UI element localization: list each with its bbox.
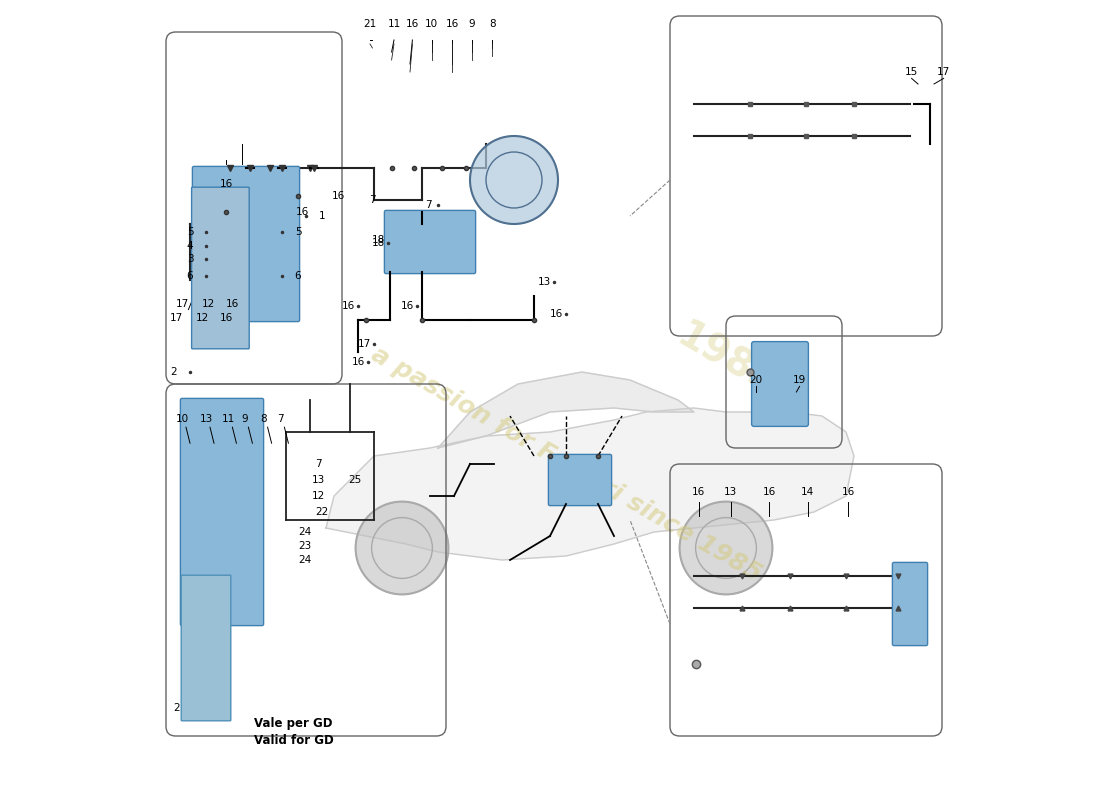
Text: 18: 18 <box>372 235 385 245</box>
Text: 17: 17 <box>937 67 950 77</box>
Polygon shape <box>438 372 694 448</box>
Text: 16: 16 <box>550 310 563 319</box>
Polygon shape <box>326 408 854 560</box>
Text: 10: 10 <box>175 414 188 424</box>
Text: 9: 9 <box>469 19 475 29</box>
Text: 5: 5 <box>187 227 194 237</box>
Text: 2: 2 <box>173 703 179 713</box>
Text: 16: 16 <box>219 313 232 322</box>
Text: 5: 5 <box>295 227 301 237</box>
Text: 8: 8 <box>261 414 267 424</box>
Text: 1985: 1985 <box>670 317 782 403</box>
FancyBboxPatch shape <box>751 342 808 426</box>
FancyBboxPatch shape <box>892 562 927 646</box>
Text: 7: 7 <box>425 200 431 210</box>
Text: 7: 7 <box>315 459 321 469</box>
Text: 1: 1 <box>319 211 326 221</box>
Text: 3: 3 <box>187 254 194 264</box>
Text: 16: 16 <box>296 207 309 217</box>
Text: 2: 2 <box>170 367 177 377</box>
Text: Vale per GD: Vale per GD <box>254 718 332 730</box>
Text: 18: 18 <box>372 238 385 248</box>
Text: 6: 6 <box>295 271 301 281</box>
Text: 4: 4 <box>187 241 194 250</box>
Text: Valid for GD: Valid for GD <box>254 734 333 746</box>
Text: 7: 7 <box>370 195 376 205</box>
Text: 11: 11 <box>387 19 400 29</box>
FancyBboxPatch shape <box>191 187 250 349</box>
Text: 16: 16 <box>402 302 415 311</box>
Text: 11: 11 <box>222 414 235 424</box>
FancyBboxPatch shape <box>549 454 612 506</box>
Circle shape <box>470 136 558 224</box>
Text: 16: 16 <box>219 179 232 189</box>
Text: 24: 24 <box>298 555 311 565</box>
Text: 12: 12 <box>201 299 214 309</box>
Text: 16: 16 <box>406 19 419 29</box>
Text: 16: 16 <box>446 19 459 29</box>
Text: 16: 16 <box>331 191 344 201</box>
Text: 10: 10 <box>425 19 438 29</box>
Text: 13: 13 <box>724 487 737 497</box>
Text: 12: 12 <box>196 313 209 322</box>
FancyBboxPatch shape <box>192 166 299 322</box>
Text: 13: 13 <box>199 414 212 424</box>
Circle shape <box>355 502 449 594</box>
Text: 25: 25 <box>349 475 362 485</box>
Text: 24: 24 <box>298 527 311 537</box>
Text: 16: 16 <box>842 487 855 497</box>
Text: a passion for Ferrari since 1985: a passion for Ferrari since 1985 <box>366 342 766 586</box>
Text: 6: 6 <box>187 271 194 281</box>
Circle shape <box>680 502 772 594</box>
FancyBboxPatch shape <box>182 575 231 721</box>
Text: 17: 17 <box>169 313 183 322</box>
Text: 12: 12 <box>311 491 324 501</box>
Text: 14: 14 <box>801 487 814 497</box>
Text: 23: 23 <box>298 541 311 550</box>
Text: 16: 16 <box>692 487 705 497</box>
Text: 15: 15 <box>905 67 918 77</box>
Text: 16: 16 <box>226 299 239 309</box>
FancyBboxPatch shape <box>384 210 475 274</box>
Text: 8: 8 <box>490 19 496 29</box>
Text: 17: 17 <box>175 299 188 309</box>
Text: 9: 9 <box>241 414 248 424</box>
Text: 16: 16 <box>351 357 364 366</box>
Text: 13: 13 <box>311 475 324 485</box>
Text: 7: 7 <box>277 414 284 424</box>
Text: 21: 21 <box>363 19 376 29</box>
Text: 19: 19 <box>793 375 806 385</box>
Text: 16: 16 <box>342 302 355 311</box>
Text: 17: 17 <box>358 339 371 349</box>
Text: 13: 13 <box>538 278 551 287</box>
Text: 22: 22 <box>316 507 329 517</box>
Text: 16: 16 <box>762 487 776 497</box>
Text: 20: 20 <box>749 375 762 385</box>
FancyBboxPatch shape <box>180 398 264 626</box>
